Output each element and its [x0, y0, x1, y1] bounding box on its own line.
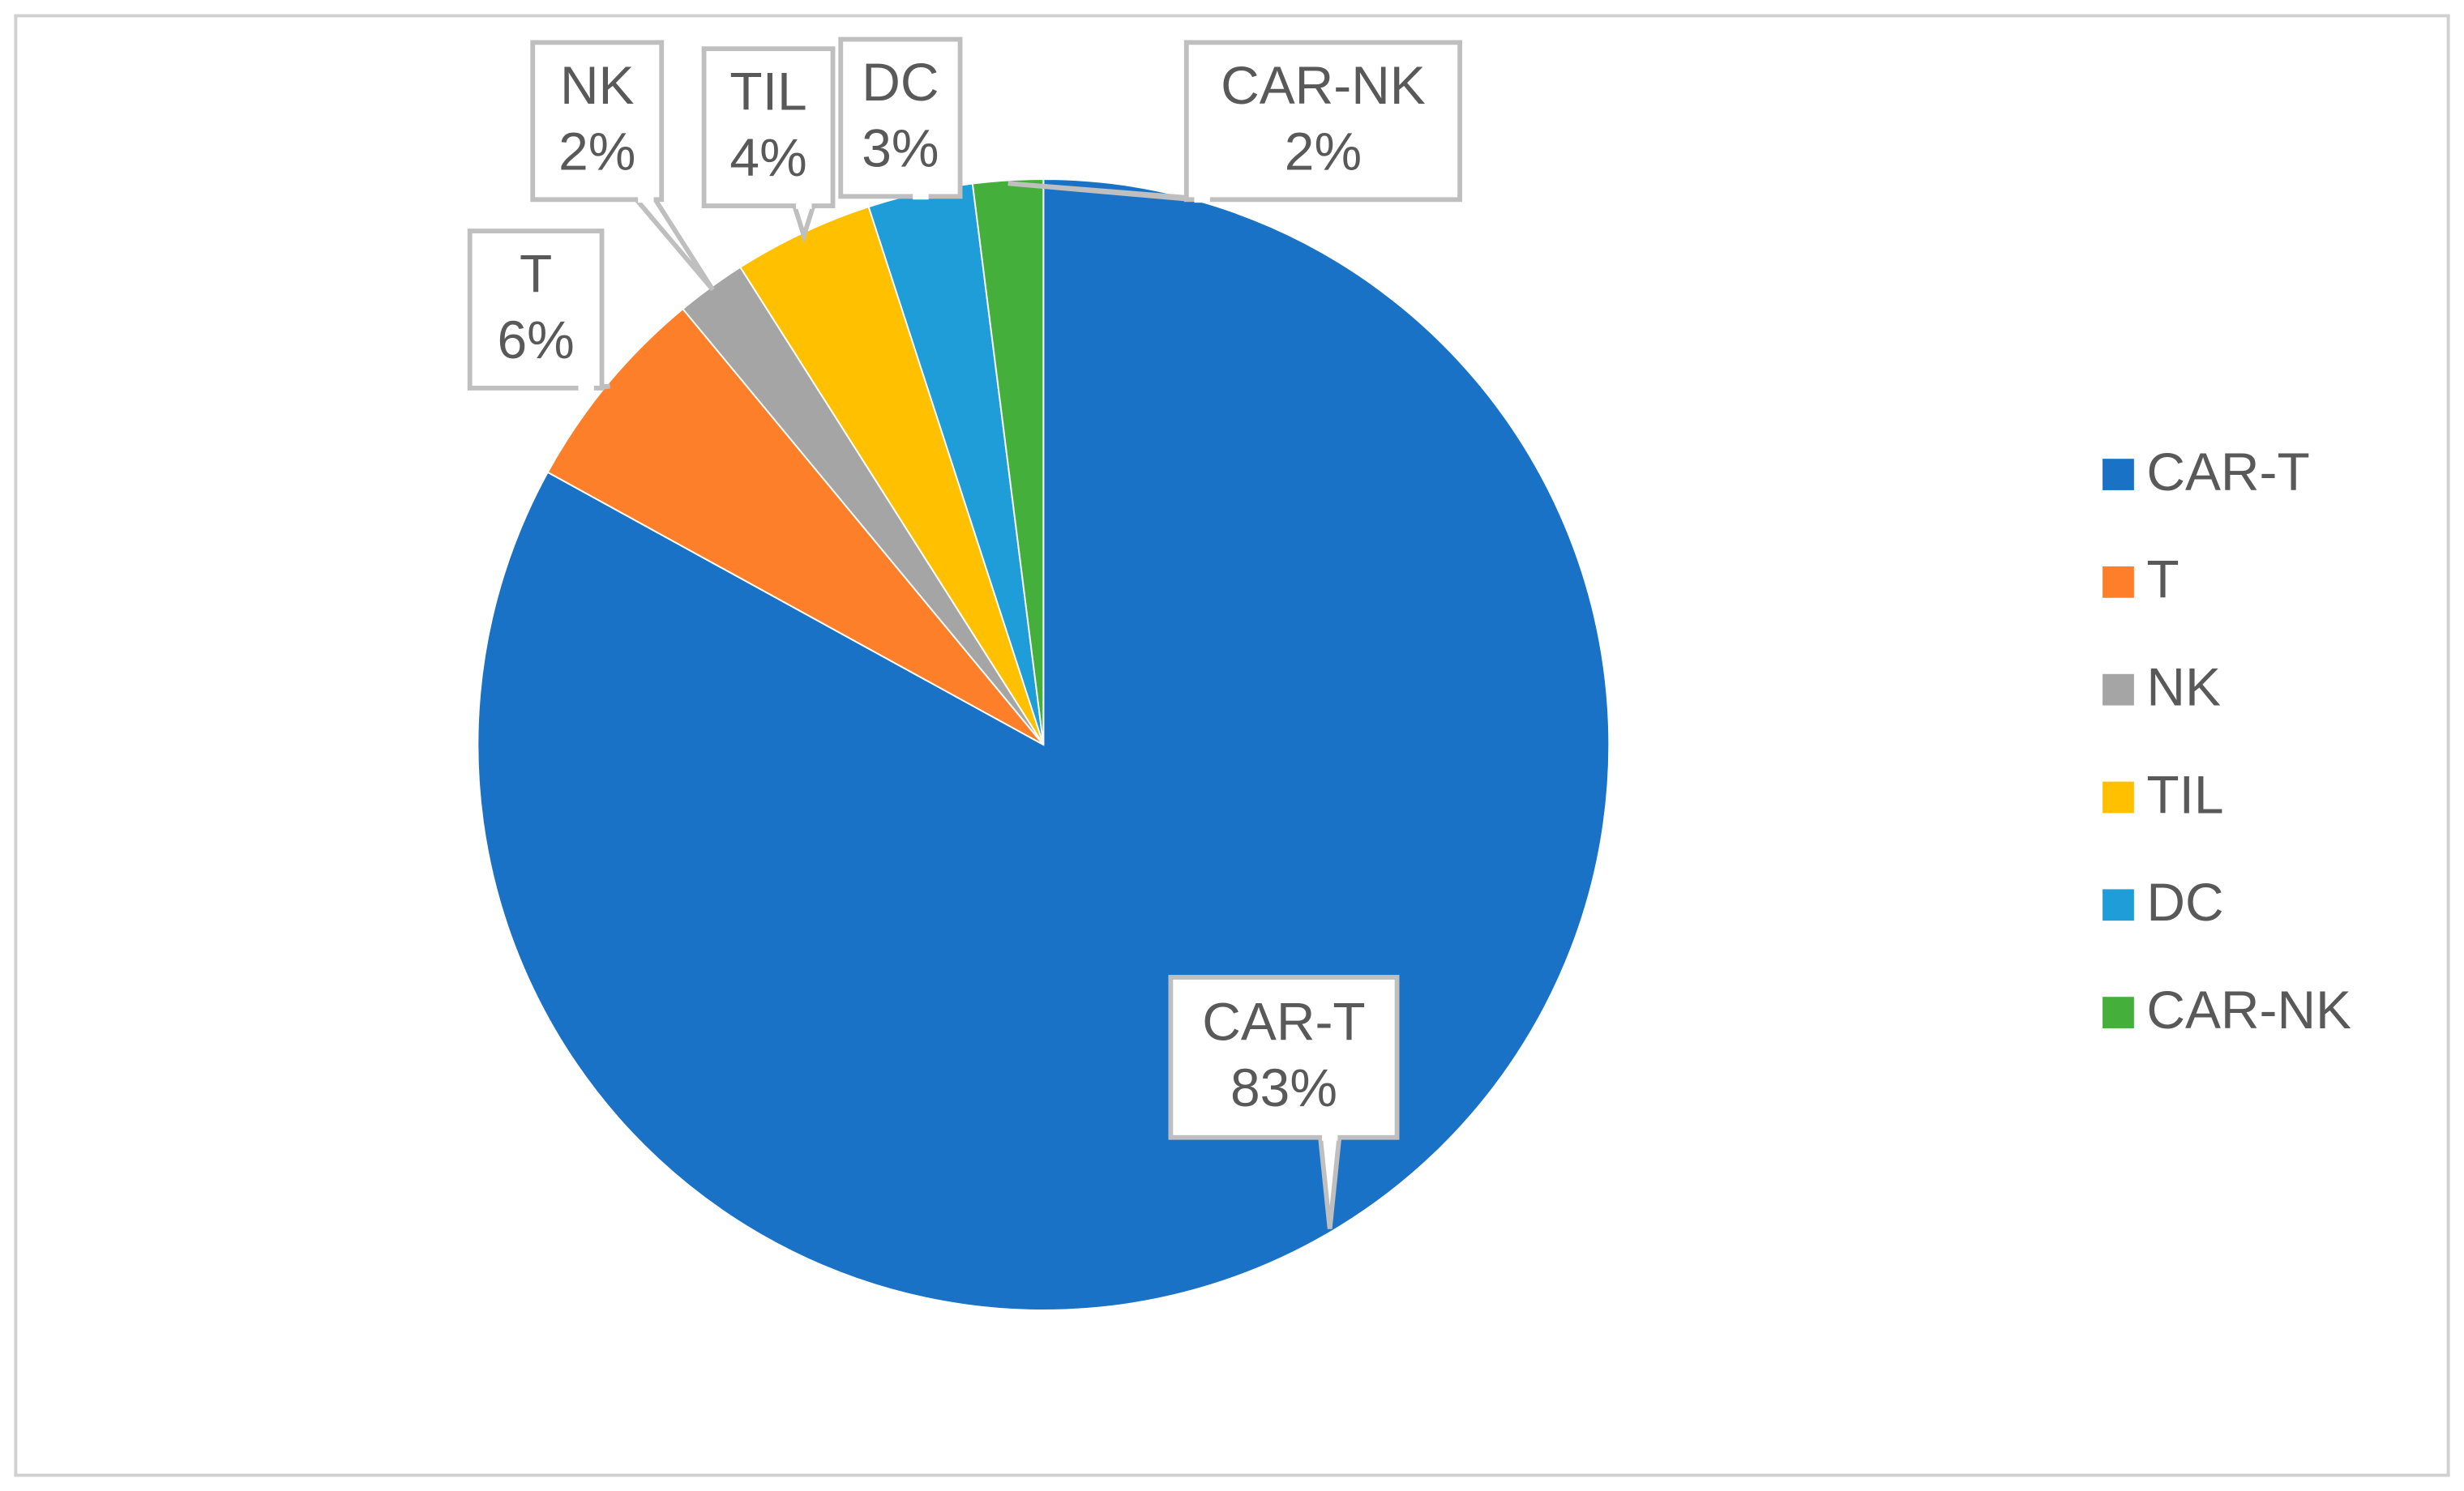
- data-label-name: CAR-NK: [1221, 55, 1426, 115]
- callout-box: [530, 40, 665, 203]
- data-label-name: DC: [862, 52, 939, 112]
- data-label-value: 2%: [558, 121, 635, 181]
- data-label-name: NK: [560, 55, 635, 115]
- pie: [477, 178, 1611, 1311]
- data-label-value: 2%: [1285, 121, 1362, 181]
- data-label-value: 4%: [729, 127, 806, 187]
- pie-slice: [971, 178, 1045, 746]
- data-label-name: CAR-T: [1202, 991, 1365, 1051]
- callout-pointer: [792, 205, 816, 244]
- legend-label: T: [2146, 549, 2179, 609]
- callout-box: [467, 229, 605, 391]
- data-label-value: 6%: [497, 310, 574, 370]
- data-label-name: T: [520, 244, 552, 304]
- legend-swatch: [2103, 781, 2134, 814]
- legend-label: TIL: [2146, 764, 2223, 824]
- callout-pointer: [634, 198, 715, 292]
- callout-box: [1168, 975, 1400, 1140]
- data-label-value: 83%: [1230, 1057, 1337, 1117]
- legend-swatch: [2103, 459, 2134, 490]
- legend-swatch: [2103, 889, 2134, 921]
- legend-label: CAR-NK: [2146, 980, 2351, 1040]
- data-label-value: 3%: [862, 118, 939, 178]
- callout-box: [701, 46, 836, 208]
- legend-label: NK: [2146, 657, 2221, 717]
- legend-swatch: [2103, 566, 2134, 598]
- data-label-name: TIL: [729, 62, 806, 122]
- callout-pointer: [1318, 1137, 1342, 1229]
- legend-swatch: [2103, 997, 2134, 1028]
- legend-swatch: [2103, 673, 2134, 706]
- callout-box: [1183, 40, 1463, 203]
- callout-pointer: [1007, 181, 1213, 203]
- callout-box: [838, 36, 963, 199]
- legend: CAR-T T NK TIL DC CAR-NK: [2103, 442, 2351, 1040]
- legend-label: CAR-T: [2146, 442, 2309, 502]
- legend-label: DC: [2146, 872, 2223, 932]
